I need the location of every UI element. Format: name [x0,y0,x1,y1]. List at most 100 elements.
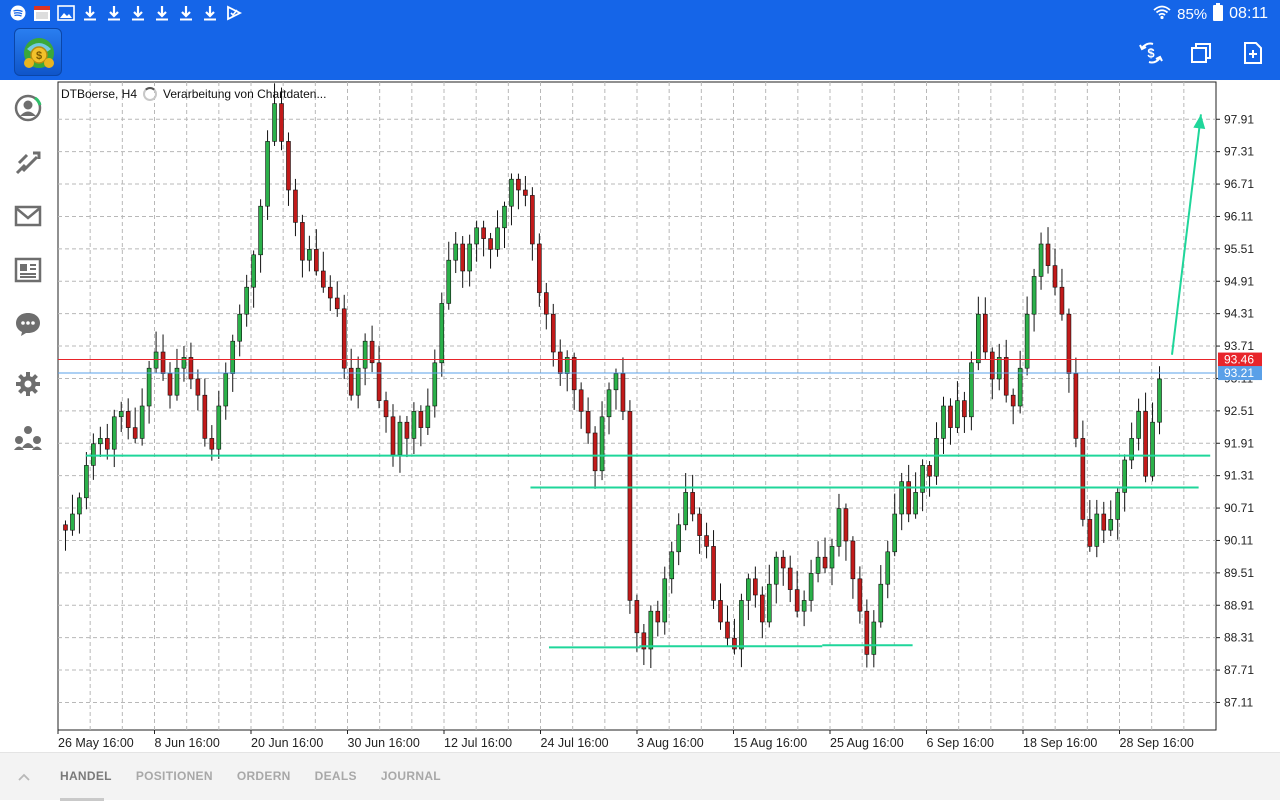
svg-text:$: $ [36,50,42,62]
x-tick-label: 3 Aug 16:00 [637,736,704,750]
candle-body [1052,265,1058,288]
candle-body [850,540,856,580]
tab-positionen[interactable]: POSITIONEN [135,769,213,783]
candle-body [760,594,765,623]
download-icon [104,3,124,23]
candle-body [934,438,939,477]
x-tick-label: 28 Sep 16:00 [1120,736,1194,750]
mail-icon[interactable] [10,198,46,234]
spotify-icon [8,3,28,23]
candle-body [878,583,884,623]
candle-body [195,378,201,396]
wifi-icon [1153,4,1171,24]
tab-handel[interactable]: HANDEL [60,769,112,783]
candle-body [258,205,263,256]
y-tick-label: 88.31 [1224,631,1254,645]
candle-body [857,578,863,612]
candle-body [1150,421,1155,477]
candle-body [251,254,256,288]
candle-body [300,222,305,261]
new-document-icon[interactable] [1236,36,1270,70]
candle-body [279,103,284,142]
candle-body [1038,243,1044,277]
candle-body [1031,276,1037,315]
candle-body [1143,411,1148,477]
notification-icons [8,3,244,23]
system-status: 85% 08:11 [1153,3,1268,25]
candle-body [996,357,1002,380]
candle-body [829,546,835,569]
candle-body [753,578,758,596]
candle-body [1045,243,1051,266]
candle-body [314,249,319,272]
candle-body [676,524,681,553]
candle-body [125,411,131,428]
candle-body [63,524,68,531]
dollar-sync-icon[interactable]: $ [1134,36,1168,70]
price-level-tag [1218,352,1262,367]
candle-body [369,340,375,364]
chart-header: DTBoerse, H4 Verarbeitung von Chartdaten… [61,87,326,101]
candle-body [920,465,925,493]
candle-body [808,573,814,601]
candle-body [599,416,605,472]
candle-body [167,373,173,396]
candle-body [523,189,528,196]
y-tick-label: 96.71 [1224,177,1254,191]
candle-body [662,578,668,623]
candle-body [983,313,988,353]
y-tick-label: 91.91 [1224,436,1254,450]
account-icon[interactable] [10,90,46,126]
candle-body [766,583,772,623]
candle-body [725,621,730,639]
settings-icon[interactable] [10,366,46,402]
download-icon [80,3,100,23]
chart-area[interactable]: 97.91 97.31 96.71 96.11 95.51 94.91 94.31 93.71… [56,80,1280,752]
battery-percent: 85% [1177,5,1208,23]
bottom-tabs: HANDEL POSITIONEN ORDERN DEALS JOURNAL [60,769,465,783]
candle-body [669,551,675,580]
candle-body [732,637,737,650]
candle-body [474,227,479,245]
candle-body [822,556,828,569]
candle-body [864,610,870,655]
metatrader-logo-icon[interactable]: $ [14,28,62,76]
calendar-icon [32,3,52,23]
candle-body [620,373,626,412]
candle-body [334,297,340,310]
candle-body [927,465,932,477]
candlestick-chart[interactable]: 97.91 97.31 96.71 96.11 95.51 94.91 94.31 93.71… [56,80,1280,752]
x-tick-label: 6 Sep 16:00 [927,736,994,750]
trade-icon[interactable] [10,144,46,180]
chat-icon[interactable] [10,306,46,342]
tab-journal[interactable]: JOURNAL [380,769,441,783]
candle-body [181,357,187,369]
candle-body [418,411,424,428]
candle-body [91,443,96,466]
y-tick-label: 94.31 [1224,307,1254,321]
candle-body [488,238,493,250]
candle-body [801,600,807,612]
candle-body [411,411,417,439]
candle-body [139,405,145,439]
candle-body [1129,438,1134,461]
candle-body [432,362,438,407]
candle-body [118,411,124,418]
candle-body [132,427,138,439]
candle-body [397,421,403,455]
news-icon[interactable] [10,252,46,288]
candle-body [1073,373,1079,439]
windows-icon[interactable] [1184,36,1218,70]
y-tick-label: 91.31 [1224,469,1254,483]
community-icon[interactable] [10,420,46,456]
candle-body [1066,313,1072,374]
candle-body [286,141,291,191]
chevron-up-icon[interactable] [16,769,32,785]
candle-body [446,259,452,304]
candle-body [111,416,117,450]
tab-deals[interactable]: DEALS [314,769,357,783]
tab-ordern[interactable]: ORDERN [236,769,291,783]
candle-body [1024,313,1030,369]
price-level-label: 93.46 [1224,353,1254,367]
candle-body [1136,411,1141,439]
